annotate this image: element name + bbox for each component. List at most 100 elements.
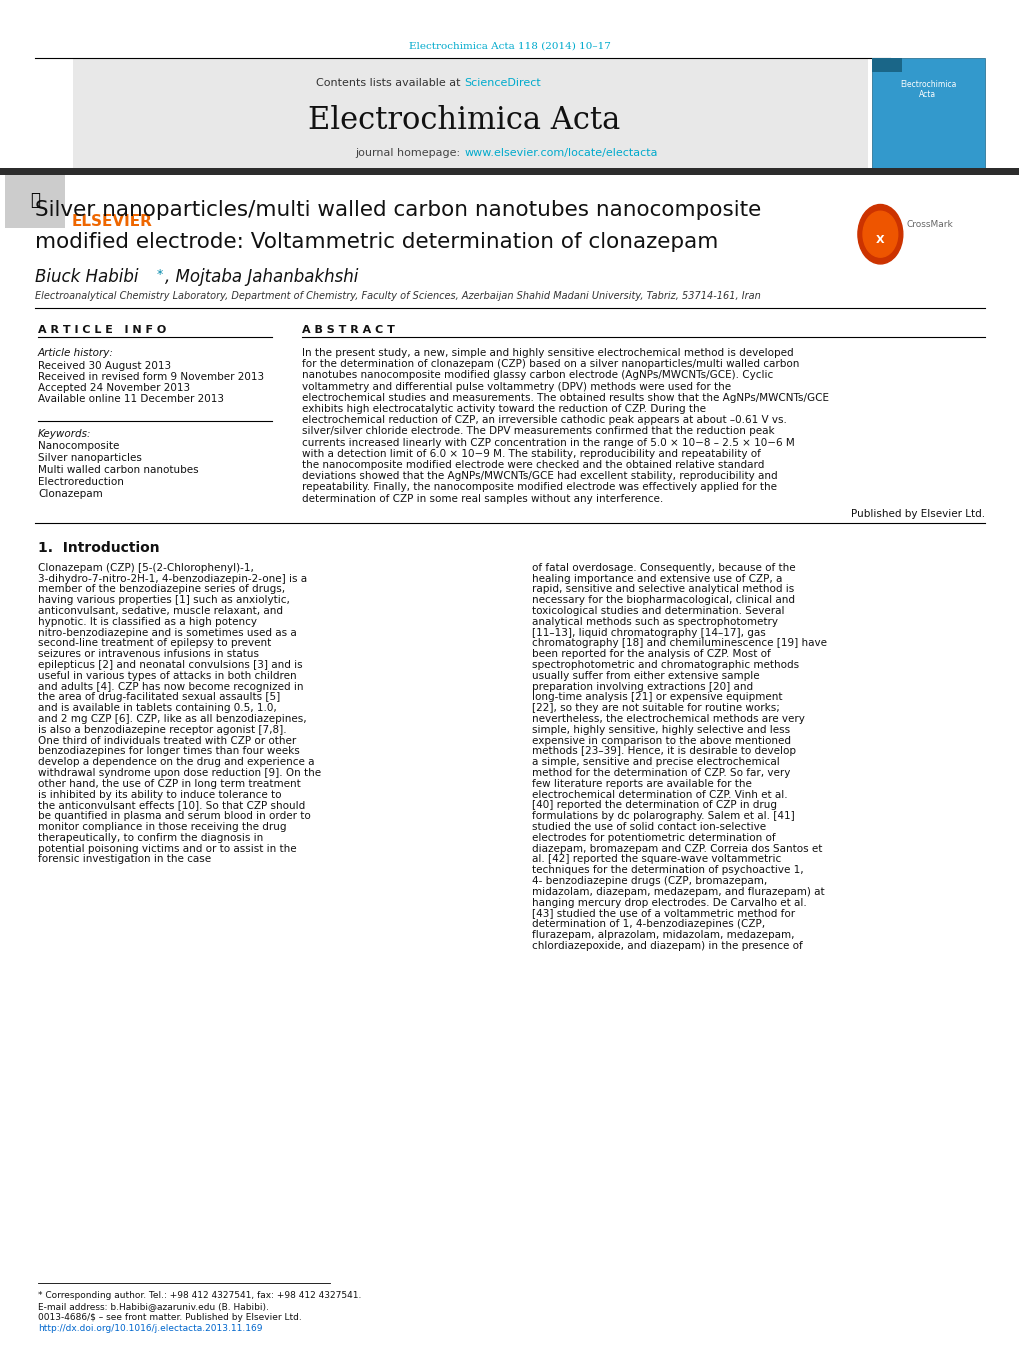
Text: formulations by dc polarography. Salem et al. [41]: formulations by dc polarography. Salem e… xyxy=(532,811,794,821)
Text: Electrochimica
Acta: Electrochimica Acta xyxy=(899,80,955,100)
Text: member of the benzodiazepine series of drugs,: member of the benzodiazepine series of d… xyxy=(38,585,285,594)
Text: potential poisoning victims and or to assist in the: potential poisoning victims and or to as… xyxy=(38,843,297,854)
Text: analytical methods such as spectrophotometry: analytical methods such as spectrophotom… xyxy=(532,617,777,627)
Text: spectrophotometric and chromatographic methods: spectrophotometric and chromatographic m… xyxy=(532,661,798,670)
Text: X: X xyxy=(875,235,883,245)
Text: midazolam, diazepam, medazepam, and flurazepam) at: midazolam, diazepam, medazepam, and flur… xyxy=(532,886,823,897)
Text: Silver nanoparticles/multi walled carbon nanotubes nanocomposite: Silver nanoparticles/multi walled carbon… xyxy=(35,200,760,220)
Bar xyxy=(0,168,145,230)
Text: Nanocomposite: Nanocomposite xyxy=(38,440,119,451)
Text: A B S T R A C T: A B S T R A C T xyxy=(302,326,394,335)
Text: a simple, sensitive and precise electrochemical: a simple, sensitive and precise electroc… xyxy=(532,757,779,767)
Text: healing importance and extensive use of CZP, a: healing importance and extensive use of … xyxy=(532,574,782,584)
Text: [11–13], liquid chromatography [14–17], gas: [11–13], liquid chromatography [14–17], … xyxy=(532,628,765,638)
Text: CrossMark: CrossMark xyxy=(906,220,953,230)
Text: epilepticus [2] and neonatal convulsions [3] and is: epilepticus [2] and neonatal convulsions… xyxy=(38,661,303,670)
Text: forensic investigation in the case: forensic investigation in the case xyxy=(38,854,211,865)
Text: , Mojtaba Jahanbakhshi: , Mojtaba Jahanbakhshi xyxy=(164,267,358,286)
Bar xyxy=(871,58,984,170)
Text: electrochemical studies and measurements. The obtained results show that the AgN: electrochemical studies and measurements… xyxy=(302,393,828,403)
Text: 1.  Introduction: 1. Introduction xyxy=(38,540,159,555)
Text: long-time analysis [21] or expensive equipment: long-time analysis [21] or expensive equ… xyxy=(532,693,782,703)
Text: Published by Elsevier Ltd.: Published by Elsevier Ltd. xyxy=(850,509,984,519)
Text: [22], so they are not suitable for routine works;: [22], so they are not suitable for routi… xyxy=(532,704,780,713)
Text: * Corresponding author. Tel.: +98 412 4327541, fax: +98 412 4327541.: * Corresponding author. Tel.: +98 412 43… xyxy=(38,1292,361,1300)
Text: determination of CZP in some real samples without any interference.: determination of CZP in some real sample… xyxy=(302,493,662,504)
Bar xyxy=(0,168,1019,176)
Text: and is available in tablets containing 0.5, 1.0,: and is available in tablets containing 0… xyxy=(38,704,276,713)
Text: chlordiazepoxide, and diazepam) in the presence of: chlordiazepoxide, and diazepam) in the p… xyxy=(532,940,802,951)
Text: anticonvulsant, sedative, muscle relaxant, and: anticonvulsant, sedative, muscle relaxan… xyxy=(38,607,282,616)
Text: nitro-benzodiazepine and is sometimes used as a: nitro-benzodiazepine and is sometimes us… xyxy=(38,628,297,638)
Text: journal homepage:: journal homepage: xyxy=(356,149,464,158)
Text: the nanocomposite modified electrode were checked and the obtained relative stan: the nanocomposite modified electrode wer… xyxy=(302,459,763,470)
Text: toxicological studies and determination. Several: toxicological studies and determination.… xyxy=(532,607,784,616)
Text: benzodiazepines for longer times than four weeks: benzodiazepines for longer times than fo… xyxy=(38,746,300,757)
Text: 3-dihydro-7-nitro-2H-1, 4-benzodiazepin-2-one] is a: 3-dihydro-7-nitro-2H-1, 4-benzodiazepin-… xyxy=(38,574,307,584)
Text: al. [42] reported the square-wave voltammetric: al. [42] reported the square-wave voltam… xyxy=(532,854,781,865)
Text: methods [23–39]. Hence, it is desirable to develop: methods [23–39]. Hence, it is desirable … xyxy=(532,746,795,757)
Text: is also a benzodiazepine receptor agonist [7,8].: is also a benzodiazepine receptor agonis… xyxy=(38,724,286,735)
Text: having various properties [1] such as anxiolytic,: having various properties [1] such as an… xyxy=(38,596,289,605)
Text: the area of drug-facilitated sexual assaults [5]: the area of drug-facilitated sexual assa… xyxy=(38,693,280,703)
Text: Electroanalytical Chemistry Laboratory, Department of Chemistry, Faculty of Scie: Electroanalytical Chemistry Laboratory, … xyxy=(35,290,760,301)
Text: withdrawal syndrome upon dose reduction [9]. On the: withdrawal syndrome upon dose reduction … xyxy=(38,767,321,778)
Text: currents increased linearly with CZP concentration in the range of 5.0 × 10−8 – : currents increased linearly with CZP con… xyxy=(302,438,794,447)
Text: voltammetry and differential pulse voltammetry (DPV) methods were used for the: voltammetry and differential pulse volta… xyxy=(302,381,731,392)
Bar xyxy=(5,176,65,228)
Text: techniques for the determination of psychoactive 1,: techniques for the determination of psyc… xyxy=(532,865,803,875)
Text: silver/silver chloride electrode. The DPV measurements confirmed that the reduct: silver/silver chloride electrode. The DP… xyxy=(302,427,773,436)
Text: ScienceDirect: ScienceDirect xyxy=(464,78,540,88)
Text: therapeutically, to confirm the diagnosis in: therapeutically, to confirm the diagnosi… xyxy=(38,832,263,843)
Text: other hand, the use of CZP in long term treatment: other hand, the use of CZP in long term … xyxy=(38,778,301,789)
Text: *: * xyxy=(156,267,162,281)
Text: flurazepam, alprazolam, midazolam, medazepam,: flurazepam, alprazolam, midazolam, medaz… xyxy=(532,929,794,940)
Text: electrochemical reduction of CZP, an irreversible cathodic peak appears at about: electrochemical reduction of CZP, an irr… xyxy=(302,415,786,426)
Text: expensive in comparison to the above mentioned: expensive in comparison to the above men… xyxy=(532,735,790,746)
Text: One third of individuals treated with CZP or other: One third of individuals treated with CZ… xyxy=(38,735,296,746)
Text: the anticonvulsant effects [10]. So that CZP should: the anticonvulsant effects [10]. So that… xyxy=(38,800,305,811)
Text: Available online 11 December 2013: Available online 11 December 2013 xyxy=(38,394,224,404)
Text: studied the use of solid contact ion-selective: studied the use of solid contact ion-sel… xyxy=(532,821,765,832)
Text: Silver nanoparticles: Silver nanoparticles xyxy=(38,453,142,463)
Text: electrodes for potentiometric determination of: electrodes for potentiometric determinat… xyxy=(532,832,774,843)
Circle shape xyxy=(862,211,897,257)
Text: simple, highly sensitive, highly selective and less: simple, highly sensitive, highly selecti… xyxy=(532,724,790,735)
Text: A R T I C L E   I N F O: A R T I C L E I N F O xyxy=(38,326,166,335)
Text: preparation involving extractions [20] and: preparation involving extractions [20] a… xyxy=(532,682,752,692)
Text: modified electrode: Voltammetric determination of clonazepam: modified electrode: Voltammetric determi… xyxy=(35,232,717,253)
Text: 🌳: 🌳 xyxy=(30,190,40,209)
Text: useful in various types of attacks in both children: useful in various types of attacks in bo… xyxy=(38,671,297,681)
Text: monitor compliance in those receiving the drug: monitor compliance in those receiving th… xyxy=(38,821,286,832)
Text: electrochemical determination of CZP. Vinh et al.: electrochemical determination of CZP. Vi… xyxy=(532,789,787,800)
Text: nevertheless, the electrochemical methods are very: nevertheless, the electrochemical method… xyxy=(532,713,804,724)
Text: [40] reported the determination of CZP in drug: [40] reported the determination of CZP i… xyxy=(532,800,776,811)
Text: Keywords:: Keywords: xyxy=(38,430,92,439)
Text: Clonazepam (CZP) [5-(2-Chlorophenyl)-1,: Clonazepam (CZP) [5-(2-Chlorophenyl)-1, xyxy=(38,563,254,573)
Text: hypnotic. It is classified as a high potency: hypnotic. It is classified as a high pot… xyxy=(38,617,257,627)
Text: rapid, sensitive and selective analytical method is: rapid, sensitive and selective analytica… xyxy=(532,585,794,594)
Text: been reported for the analysis of CZP. Most of: been reported for the analysis of CZP. M… xyxy=(532,650,770,659)
Text: Received in revised form 9 November 2013: Received in revised form 9 November 2013 xyxy=(38,372,264,382)
Circle shape xyxy=(857,204,902,263)
Text: and adults [4]. CZP has now become recognized in: and adults [4]. CZP has now become recog… xyxy=(38,682,304,692)
Text: second-line treatment of epilepsy to prevent: second-line treatment of epilepsy to pre… xyxy=(38,639,271,648)
Text: deviations showed that the AgNPs/MWCNTs/GCE had excellent stability, reproducibi: deviations showed that the AgNPs/MWCNTs/… xyxy=(302,471,776,481)
Text: [43] studied the use of a voltammetric method for: [43] studied the use of a voltammetric m… xyxy=(532,908,795,919)
Text: ELSEVIER: ELSEVIER xyxy=(72,213,153,230)
Text: Clonazepam: Clonazepam xyxy=(38,489,103,499)
Text: with a detection limit of 6.0 × 10−9 M. The stability, reproducibility and repea: with a detection limit of 6.0 × 10−9 M. … xyxy=(302,449,760,459)
Text: Multi walled carbon nanotubes: Multi walled carbon nanotubes xyxy=(38,465,199,476)
Text: Electrochimica Acta: Electrochimica Acta xyxy=(308,105,620,136)
Text: exhibits high electrocatalytic activity toward the reduction of CZP. During the: exhibits high electrocatalytic activity … xyxy=(302,404,705,413)
Bar xyxy=(871,58,901,72)
Text: diazepam, bromazepam and CZP. Correia dos Santos et: diazepam, bromazepam and CZP. Correia do… xyxy=(532,843,821,854)
Text: 4- benzodiazepine drugs (CZP, bromazepam,: 4- benzodiazepine drugs (CZP, bromazepam… xyxy=(532,875,766,886)
Text: nanotubes nanocomposite modified glassy carbon electrode (AgNPs/MWCNTs/GCE). Cyc: nanotubes nanocomposite modified glassy … xyxy=(302,370,772,381)
Text: is inhibited by its ability to induce tolerance to: is inhibited by its ability to induce to… xyxy=(38,789,281,800)
Text: develop a dependence on the drug and experience a: develop a dependence on the drug and exp… xyxy=(38,757,314,767)
Text: Electroreduction: Electroreduction xyxy=(38,477,123,486)
Text: few literature reports are available for the: few literature reports are available for… xyxy=(532,778,751,789)
Text: hanging mercury drop electrodes. De Carvalho et al.: hanging mercury drop electrodes. De Carv… xyxy=(532,897,806,908)
Text: www.elsevier.com/locate/electacta: www.elsevier.com/locate/electacta xyxy=(464,149,657,158)
